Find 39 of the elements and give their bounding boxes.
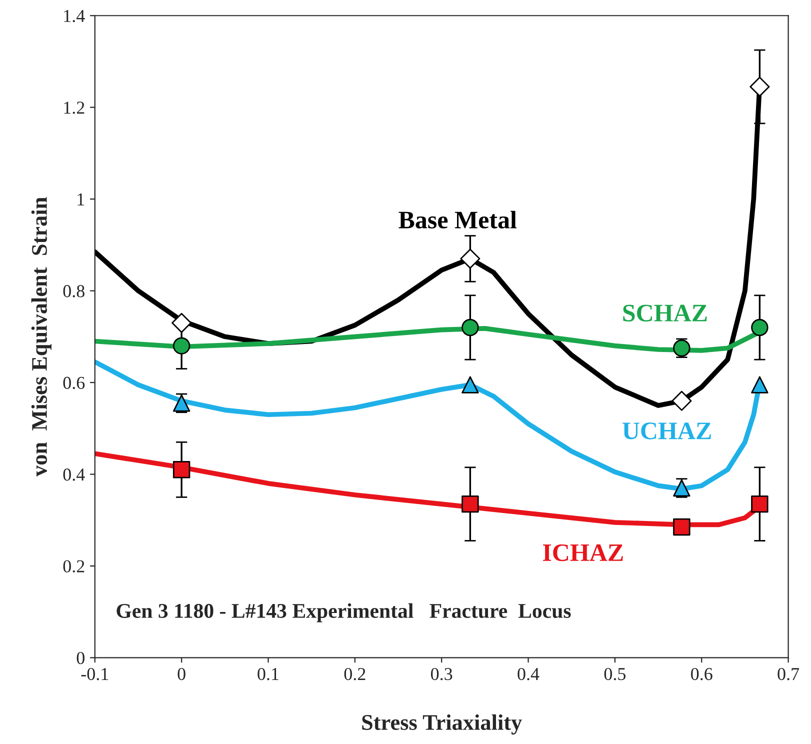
point [750, 76, 770, 97]
y-tick-label: 0 [76, 652, 84, 664]
x-tick-label: 0.2 [344, 668, 366, 680]
point [172, 337, 190, 354]
point [172, 461, 190, 478]
x-axis-title: Stress Triaxiality [362, 714, 522, 735]
x-tick-label: 0.3 [430, 668, 452, 680]
x-tick-label: 0 [178, 668, 186, 680]
y-tick-label: 0.6 [63, 376, 85, 390]
series-label: Base Metal [398, 210, 517, 228]
y-tick-label: 1.2 [64, 102, 84, 114]
point [751, 318, 768, 336]
point [462, 495, 479, 513]
point [751, 376, 768, 394]
series-label: ICHAZ [543, 544, 623, 562]
point [751, 495, 768, 513]
y-axis-title: von Mises Equivalent Strain [31, 197, 52, 476]
point [172, 312, 192, 333]
point [462, 376, 479, 394]
series-label: SCHAZ [623, 304, 707, 322]
annotation: Gen 3 1180 - L#143 Experimental Fracture Locus [116, 603, 571, 622]
point [673, 518, 690, 536]
x-tick-label: 0.1 [258, 668, 278, 680]
series-label: UCHAZ [622, 422, 711, 440]
x-tick-label: 0.5 [604, 668, 626, 680]
y-tick-label: 0.8 [63, 285, 84, 298]
y-tick-label: 0.2 [63, 560, 84, 572]
x-tick-label: 0.4 [518, 668, 540, 680]
x-tick-label: 0.7 [778, 668, 800, 680]
point [462, 318, 479, 336]
y-tick-label: 1.4 [64, 10, 85, 22]
x-tick-label: 0.6 [691, 668, 712, 680]
point [460, 248, 480, 269]
x-tick-label: -0.1 [81, 668, 108, 680]
y-tick-label: 1 [78, 193, 84, 206]
point [172, 394, 190, 412]
y-tick-label: 0.4 [63, 468, 85, 481]
point [673, 340, 690, 357]
point [672, 390, 692, 411]
